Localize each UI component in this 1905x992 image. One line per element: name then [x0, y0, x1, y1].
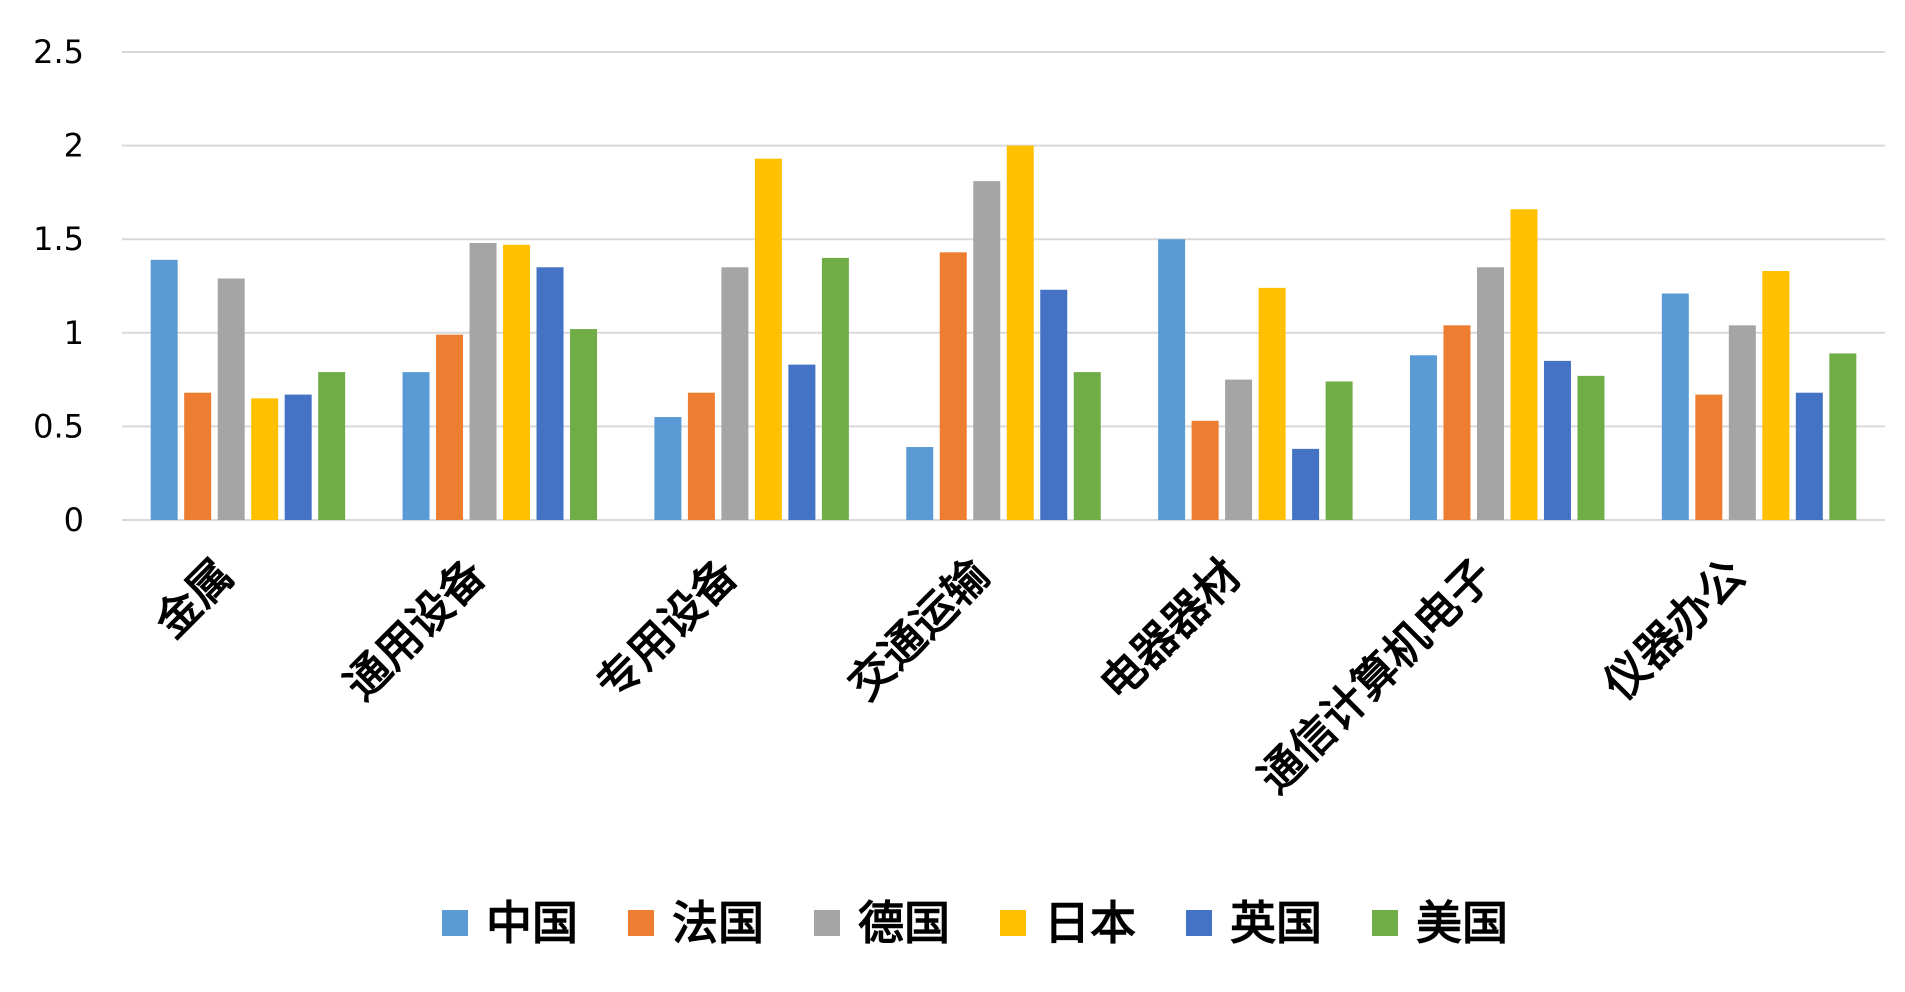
bar: [906, 446, 934, 520]
bar: [754, 158, 782, 521]
legend-label: 日本: [1044, 896, 1136, 950]
bar: [318, 372, 346, 520]
bar: [1073, 372, 1101, 520]
bar: [150, 259, 178, 520]
bar: [1728, 325, 1756, 520]
bar: [436, 334, 464, 520]
gridlines: [122, 51, 1885, 521]
y-tick-label: 1: [64, 314, 84, 352]
y-tick-label: 2.5: [33, 33, 84, 71]
bar: [570, 329, 598, 520]
bar: [1695, 394, 1723, 520]
legend-swatch: [1372, 910, 1398, 936]
bar: [469, 242, 497, 520]
legend-swatch: [1186, 910, 1212, 936]
bar: [973, 181, 1001, 520]
bar: [654, 417, 682, 520]
bar: [1829, 353, 1857, 520]
x-tick-label: 专用设备: [587, 549, 748, 710]
bar: [402, 372, 430, 520]
bar: [821, 257, 849, 520]
bars: [150, 145, 1857, 521]
bar: [1325, 381, 1353, 520]
bar: [1409, 355, 1437, 520]
x-tick-label: 通用设备: [335, 549, 496, 710]
legend: 中国 法国 德国 日本 英国 美国: [442, 896, 1508, 950]
bar: [1258, 287, 1286, 520]
bar: [503, 244, 531, 521]
bar: [1158, 239, 1186, 520]
bar: [1661, 293, 1689, 520]
bar: [1443, 325, 1471, 520]
bar: [1795, 392, 1823, 520]
x-tick-label: 交通运输: [839, 549, 1000, 710]
legend-label: 德国: [858, 896, 950, 950]
y-tick-label: 1.5: [33, 220, 84, 258]
bar: [721, 267, 749, 520]
bar: [1040, 289, 1068, 520]
bar: [939, 252, 967, 520]
bar: [217, 278, 245, 520]
legend-label: 英国: [1230, 896, 1322, 950]
y-tick-label: 0.5: [33, 407, 84, 445]
x-tick-label: 金属: [145, 550, 244, 649]
y-tick-label: 0: [64, 501, 84, 539]
bar: [1225, 379, 1253, 520]
bar: [1762, 271, 1790, 520]
legend-label: 中国: [486, 896, 578, 950]
bar: [788, 364, 816, 520]
bar: [184, 392, 212, 520]
bar: [1006, 145, 1034, 520]
bar: [284, 394, 312, 520]
legend-swatch: [628, 910, 654, 936]
bar: [1191, 420, 1219, 520]
y-tick-label: 2: [64, 127, 84, 165]
y-axis-ticks: 0 0.5 1 1.5 2 2.5: [33, 33, 84, 539]
x-tick-label: 电器器材: [1091, 550, 1252, 711]
bar: [1577, 375, 1605, 520]
legend-label: 法国: [672, 896, 764, 950]
bar: [687, 392, 715, 520]
bar: [1292, 448, 1320, 520]
bar: [1543, 360, 1571, 520]
bar: [251, 398, 279, 520]
bar: [536, 267, 564, 520]
legend-swatch: [1000, 910, 1026, 936]
legend-swatch: [814, 910, 840, 936]
bar: [1476, 267, 1504, 520]
legend-label: 美国: [1416, 896, 1508, 950]
legend-swatch: [442, 910, 468, 936]
bar: [1510, 209, 1538, 521]
x-tick-label: 仪器办公: [1594, 550, 1755, 711]
x-tick-label: 通信计算机电子: [1249, 550, 1503, 804]
